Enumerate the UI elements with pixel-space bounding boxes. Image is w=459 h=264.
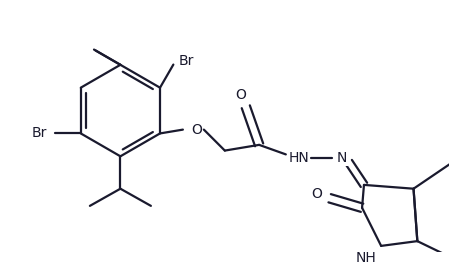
Text: Br: Br: [179, 54, 194, 68]
Text: Br: Br: [32, 126, 47, 140]
Text: O: O: [190, 122, 201, 136]
Text: O: O: [310, 187, 321, 201]
Text: HN: HN: [288, 151, 309, 165]
Text: NH: NH: [355, 251, 375, 264]
Text: N: N: [336, 151, 347, 165]
Text: O: O: [235, 88, 246, 102]
